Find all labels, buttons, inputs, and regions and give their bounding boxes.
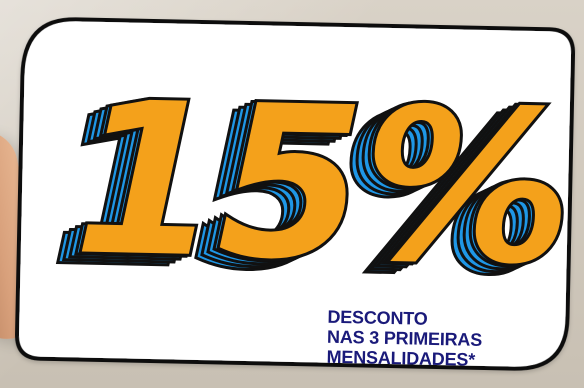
discount-headline: 15% xyxy=(72,56,574,311)
discount-caption: DESCONTO NAS 3 PRIMEIRAS MENSALIDADES* xyxy=(326,307,567,372)
discount-echo: 15% xyxy=(68,57,570,312)
card-outline xyxy=(15,17,576,371)
promo-card: 15% 15% 15% 15% 15% DESCONTO NAS 3 PRIME… xyxy=(10,12,579,378)
echo-stack: 15% 15% 15% 15% xyxy=(47,54,573,324)
discount-echo: 15% xyxy=(62,60,564,315)
discount-echo: 15% xyxy=(56,63,558,318)
discount-echo: 15% xyxy=(50,66,552,321)
promo-svg: 15% 15% 15% 15% 15% xyxy=(15,17,576,371)
